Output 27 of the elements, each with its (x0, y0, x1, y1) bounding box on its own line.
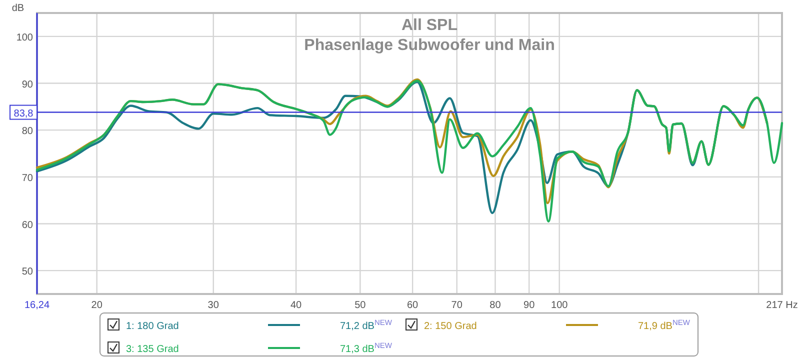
y-tick-label: 100 (16, 32, 34, 44)
text: 2: 150 Grad (424, 321, 477, 332)
y-axis-title: dB (12, 3, 24, 14)
x-tick-label: 20 (91, 300, 103, 311)
y-tick-label: 50 (22, 266, 34, 278)
x-tick-label: 70 (451, 300, 463, 311)
x-tick-label: 30 (208, 300, 220, 311)
y-tick-label: 90 (22, 79, 34, 90)
x-tick-label: 217 Hz (766, 300, 798, 311)
y-tick-label: 80 (22, 126, 34, 138)
text: Phasenlage Subwoofer und Main (304, 37, 555, 54)
x-tick-label: 80 (490, 300, 502, 311)
x-tick-label: 100 (551, 300, 568, 311)
chart-title: All SPL (401, 17, 458, 34)
text: 3: 135 Grad (126, 344, 179, 355)
text: 71,9 dB$^{NEW}$ (638, 318, 691, 332)
text: 71,2 dB$^{NEW}$ (340, 318, 393, 332)
x-tick-label: 16,24 (24, 300, 50, 311)
text: 71,3 dB$^{NEW}$ (340, 340, 393, 355)
ref-line-label: 83,8 (14, 108, 34, 120)
x-tick-label: 60 (407, 300, 419, 311)
text: 1: 180 Grad (126, 321, 179, 332)
x-tick-label: 40 (290, 300, 302, 311)
y-tick-label: 70 (22, 172, 34, 184)
x-tick-label: 90 (524, 300, 536, 311)
x-tick-label: 50 (354, 300, 366, 311)
y-tick-label: 60 (22, 220, 34, 231)
